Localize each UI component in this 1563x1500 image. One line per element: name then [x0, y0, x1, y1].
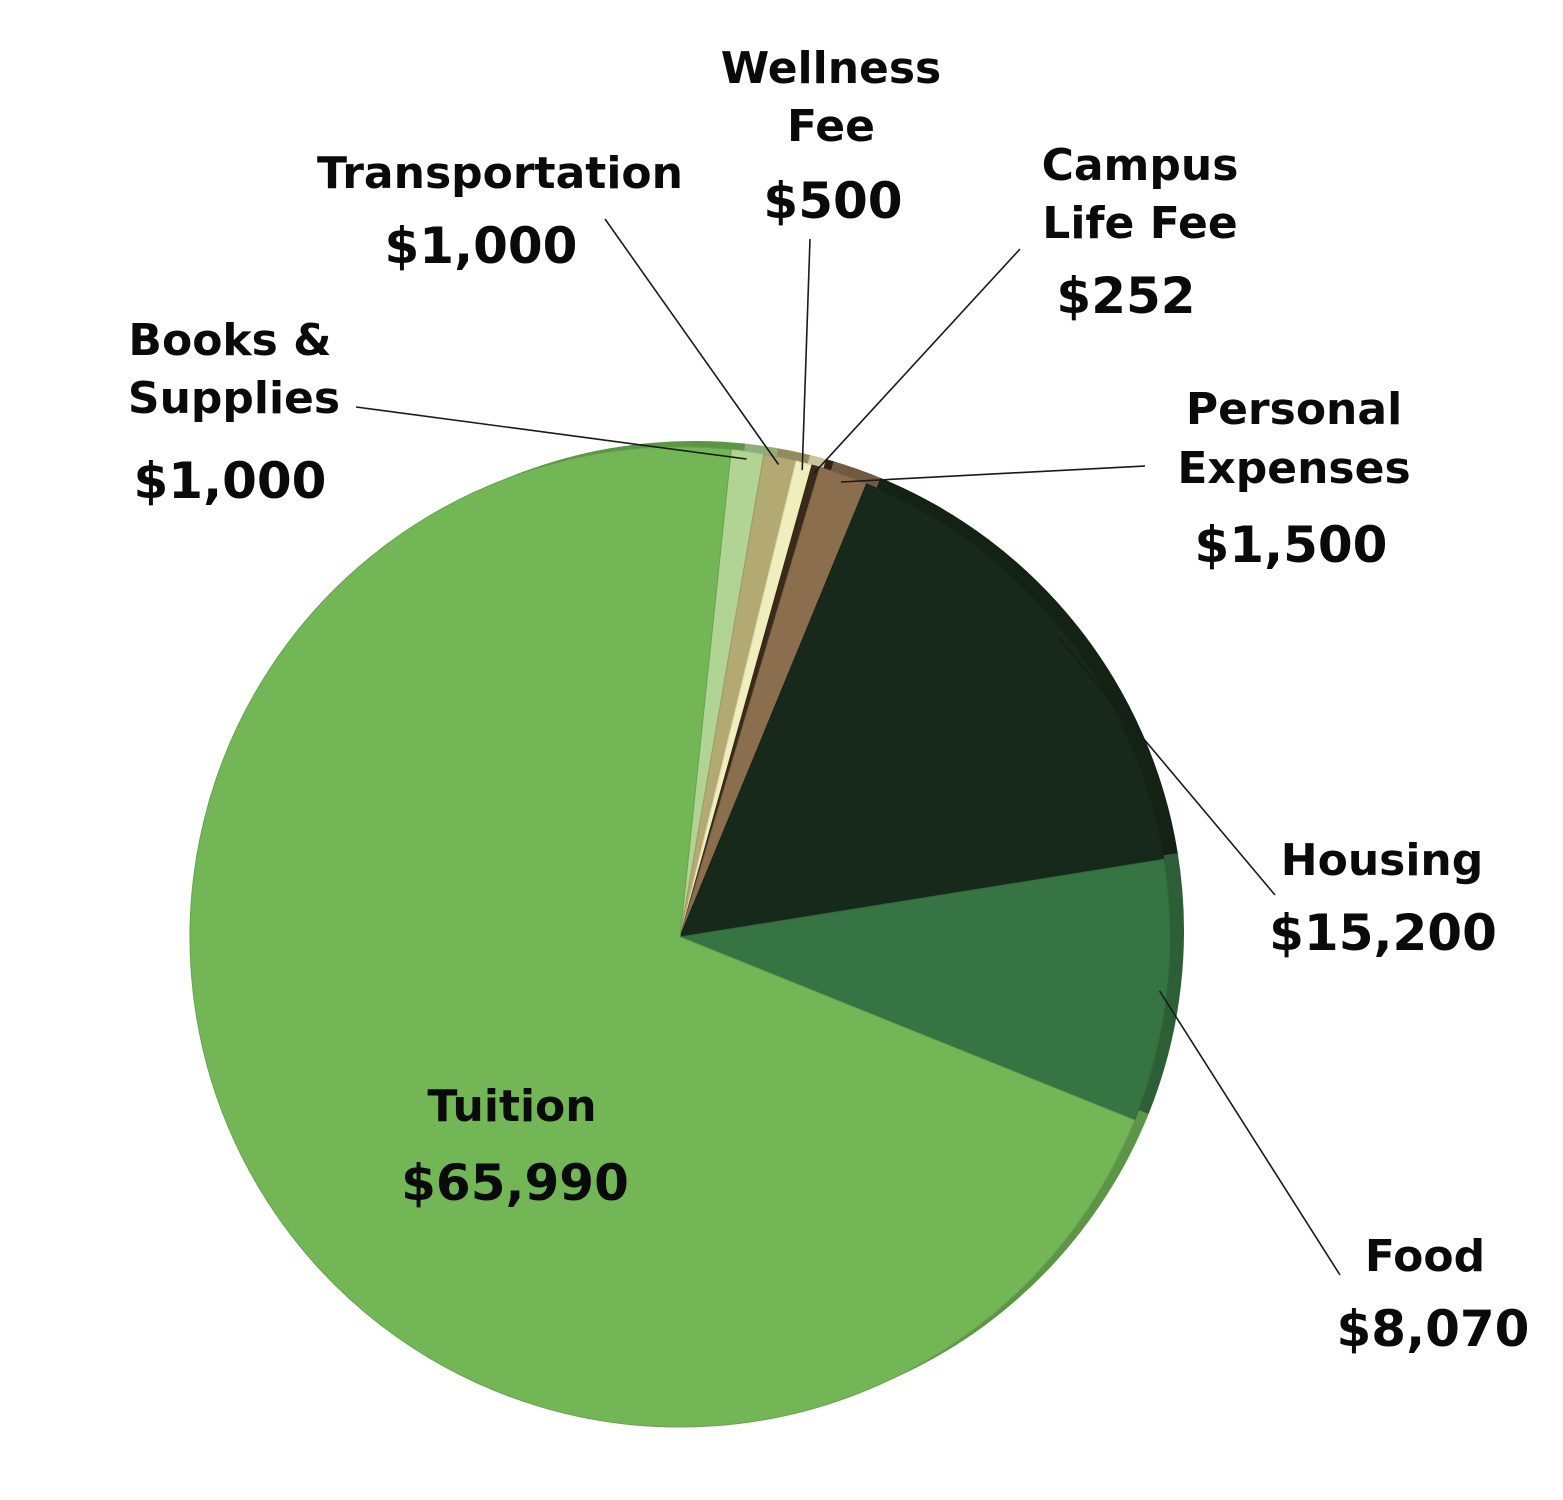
value-transportation: $1,000 — [385, 217, 578, 275]
value-wellness-fee: $500 — [763, 172, 902, 230]
leader-campus-life-fee — [813, 248, 1021, 474]
label-housing: Housing — [1281, 835, 1483, 886]
label-campus-life-fee-line2: Life Fee — [1042, 198, 1237, 249]
leader-transportation — [604, 218, 780, 465]
value-housing: $15,200 — [1269, 904, 1497, 962]
value-books-supplies: $1,000 — [134, 452, 327, 510]
label-personal-expenses-line2: Expenses — [1177, 443, 1410, 494]
label-books-supplies-line1: Books & — [128, 315, 331, 366]
label-wellness-fee-line1: Wellness — [721, 43, 942, 94]
leader-housing — [1057, 636, 1276, 896]
value-campus-life-fee: $252 — [1056, 267, 1195, 325]
label-food: Food — [1365, 1231, 1485, 1282]
label-books-supplies-line2: Supplies — [128, 373, 340, 424]
leader-lines — [355, 218, 1341, 1276]
label-wellness-fee-line2: Fee — [787, 101, 875, 152]
label-transportation: Transportation — [317, 148, 683, 199]
leader-wellness-fee — [801, 238, 811, 471]
slice-housing — [679, 483, 1165, 938]
label-campus-life-fee-line1: Campus — [1042, 140, 1239, 191]
leader-personal-expenses — [840, 465, 1146, 483]
value-food: $8,070 — [1337, 1300, 1530, 1358]
pie-slices — [189, 446, 1171, 1428]
value-tuition: $65,990 — [401, 1154, 629, 1212]
label-personal-expenses-line1: Personal — [1186, 384, 1402, 435]
value-personal-expenses: $1,500 — [1195, 516, 1388, 574]
slice-tuition — [189, 446, 1136, 1428]
slice-food — [678, 858, 1171, 1121]
leader-food — [1158, 990, 1341, 1276]
leader-books-supplies — [355, 406, 747, 460]
label-tuition: Tuition — [427, 1081, 596, 1132]
